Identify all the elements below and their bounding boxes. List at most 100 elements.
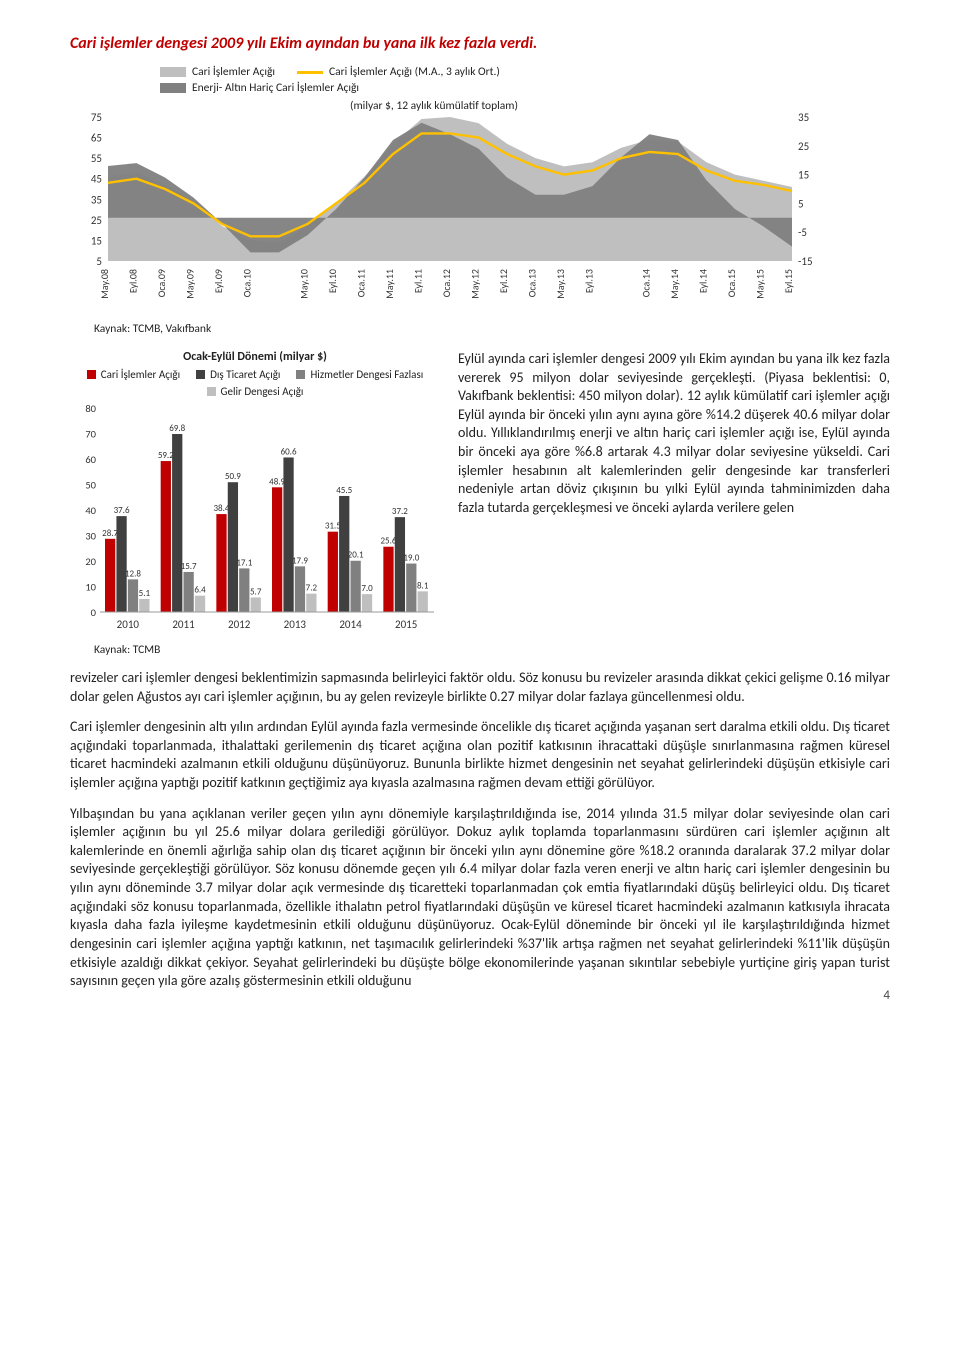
- svg-text:-15: -15: [798, 255, 813, 268]
- svg-text:12.8: 12.8: [125, 568, 141, 579]
- svg-text:2012: 2012: [228, 618, 251, 631]
- svg-text:20: 20: [85, 555, 96, 568]
- svg-text:May.09: May.09: [184, 269, 197, 299]
- paragraph-1: revizeler cari işlemler dengesi beklenti…: [70, 669, 890, 706]
- chart1-legend: Cari İşlemler Açığı Cari İşlemler Açığı …: [160, 65, 890, 79]
- svg-text:2013: 2013: [284, 618, 307, 631]
- svg-text:5.7: 5.7: [250, 586, 262, 597]
- svg-text:40: 40: [85, 504, 96, 517]
- bar-chart-block: Ocak-Eylül Dönemi (milyar $) Cari İşleml…: [70, 350, 440, 657]
- line-chart-block: Cari İşlemler Açığı Cari İşlemler Açığı …: [70, 65, 890, 336]
- svg-text:60.6: 60.6: [281, 446, 297, 457]
- svg-text:75: 75: [91, 113, 102, 124]
- svg-text:50.9: 50.9: [225, 471, 241, 482]
- svg-text:Oca.11: Oca.11: [355, 269, 368, 297]
- svg-text:Eyl.15: Eyl.15: [782, 269, 795, 293]
- svg-text:May.13: May.13: [554, 269, 567, 299]
- lg-cari: Cari İşlemler Açığı: [101, 368, 180, 381]
- chart1-source: Kaynak: TCMB, Vakıfbank: [94, 322, 890, 336]
- svg-text:80: 80: [85, 404, 96, 415]
- svg-text:70: 70: [85, 428, 96, 441]
- svg-text:Oca.15: Oca.15: [725, 269, 738, 297]
- page-title: Cari işlemler dengesi 2009 yılı Ekim ayı…: [70, 34, 890, 53]
- svg-text:Oca.14: Oca.14: [640, 269, 653, 297]
- svg-text:5: 5: [96, 255, 102, 268]
- svg-text:5: 5: [798, 197, 804, 210]
- svg-text:6.4: 6.4: [194, 585, 206, 596]
- side-paragraph: Eylül ayında cari işlemler dengesi 2009 …: [458, 350, 890, 657]
- svg-text:Oca.12: Oca.12: [440, 269, 453, 297]
- paragraph-2: Cari işlemler dengesinin altı yılın ardı…: [70, 718, 890, 792]
- svg-text:17.1: 17.1: [236, 557, 252, 568]
- svg-text:15: 15: [91, 234, 102, 247]
- svg-text:15.7: 15.7: [181, 561, 197, 572]
- chart1-legend-row2: Enerji- Altın Hariç Cari İşlemler Açığı: [160, 81, 890, 95]
- legend-area2: Enerji- Altın Hariç Cari İşlemler Açığı: [192, 81, 359, 95]
- svg-text:31.5: 31.5: [325, 521, 341, 532]
- svg-text:35: 35: [798, 113, 809, 124]
- svg-text:10: 10: [85, 581, 96, 594]
- svg-text:55: 55: [91, 152, 102, 165]
- svg-text:Eyl.10: Eyl.10: [326, 269, 339, 293]
- chart2-source: Kaynak: TCMB: [94, 643, 440, 657]
- svg-text:35: 35: [91, 193, 102, 206]
- svg-text:Oca.10: Oca.10: [241, 269, 254, 297]
- svg-text:15: 15: [798, 169, 809, 182]
- chart1-subtitle: (milyar $, 12 aylık kümülatif toplam): [350, 99, 890, 113]
- legend-line1: Cari İşlemler Açığı (M.A., 3 aylık Ort.): [329, 65, 500, 79]
- svg-text:17.9: 17.9: [292, 555, 308, 566]
- lg-gelir: Gelir Dengesi Açığı: [221, 385, 304, 398]
- svg-text:48.9: 48.9: [269, 476, 285, 487]
- svg-text:May.11: May.11: [383, 269, 396, 299]
- svg-text:Eyl.11: Eyl.11: [412, 269, 425, 293]
- svg-text:2014: 2014: [339, 618, 362, 631]
- svg-text:Oca.13: Oca.13: [526, 269, 539, 297]
- svg-text:2010: 2010: [117, 618, 140, 631]
- svg-text:65: 65: [91, 132, 102, 145]
- svg-text:28.7: 28.7: [102, 528, 118, 539]
- svg-text:May.12: May.12: [469, 269, 482, 299]
- svg-text:Eyl.12: Eyl.12: [497, 269, 510, 293]
- svg-text:45: 45: [91, 173, 102, 186]
- chart1-svg: 5 15 25 35 45 55 65 75 -15 -5 5 15 25 35 May.08 Eyl.08 O…: [70, 113, 830, 313]
- svg-text:8.1: 8.1: [417, 580, 429, 591]
- legend-area1: Cari İşlemler Açığı: [192, 65, 275, 79]
- svg-text:19.0: 19.0: [403, 553, 419, 564]
- svg-text:7.2: 7.2: [306, 583, 318, 594]
- svg-text:25: 25: [798, 140, 809, 153]
- svg-text:25: 25: [91, 214, 102, 227]
- svg-text:Eyl.13: Eyl.13: [583, 269, 596, 293]
- svg-text:0: 0: [91, 606, 97, 619]
- svg-text:2015: 2015: [395, 618, 417, 631]
- svg-text:25.6: 25.6: [380, 536, 396, 547]
- svg-text:-5: -5: [798, 226, 807, 239]
- svg-text:30: 30: [85, 530, 96, 543]
- svg-text:37.6: 37.6: [114, 505, 130, 516]
- svg-text:59.2: 59.2: [158, 450, 174, 461]
- svg-text:38.4: 38.4: [213, 503, 229, 514]
- lg-dis: Dış Ticaret Açığı: [210, 368, 280, 381]
- svg-text:Eyl.08: Eyl.08: [127, 269, 140, 293]
- chart2-legend: Cari İşlemler Açığı Dış Ticaret Açığı Hi…: [70, 368, 440, 398]
- svg-text:69.8: 69.8: [169, 423, 185, 434]
- svg-text:45.5: 45.5: [336, 485, 352, 496]
- svg-text:May.08: May.08: [98, 269, 111, 299]
- svg-text:Eyl.09: Eyl.09: [212, 269, 225, 293]
- chart2-title: Ocak-Eylül Dönemi (milyar $): [70, 350, 440, 364]
- chart2-svg: 0 10 20 30 40 50 60 70 80 28.7 37.6 12.8 5.1 2010 59.2…: [70, 404, 440, 634]
- svg-text:50: 50: [85, 479, 96, 492]
- svg-text:2011: 2011: [172, 618, 195, 631]
- paragraph-3: Yılbaşından bu yana açıklanan veriler ge…: [70, 805, 890, 991]
- svg-text:5.1: 5.1: [139, 588, 151, 599]
- lg-hizmet: Hizmetler Dengesi Fazlası: [310, 368, 423, 381]
- svg-text:37.2: 37.2: [392, 506, 408, 517]
- svg-text:Oca.09: Oca.09: [155, 269, 168, 297]
- page-number: 4: [883, 988, 890, 1003]
- svg-text:20.1: 20.1: [348, 550, 364, 561]
- svg-text:60: 60: [85, 453, 96, 466]
- svg-text:May.14: May.14: [668, 269, 681, 299]
- svg-text:7.0: 7.0: [361, 583, 373, 594]
- svg-text:Eyl.14: Eyl.14: [697, 269, 710, 293]
- svg-text:May.15: May.15: [754, 269, 767, 299]
- svg-text:May.10: May.10: [298, 269, 311, 299]
